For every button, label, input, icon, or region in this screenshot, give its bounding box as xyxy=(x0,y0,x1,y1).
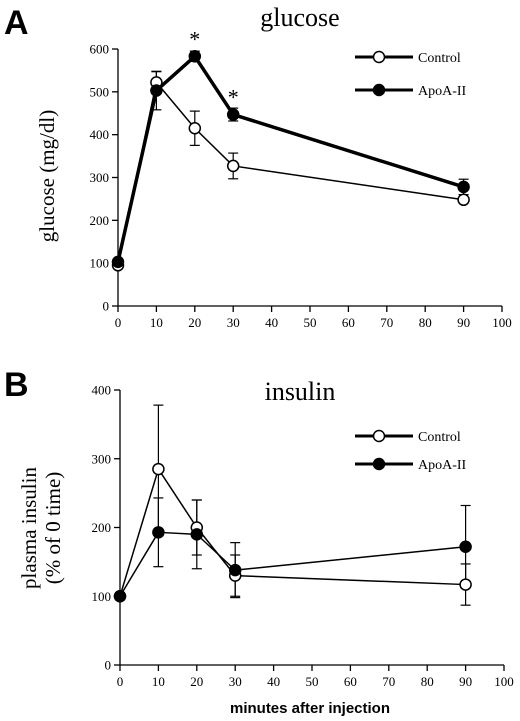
panel-a-y-tick-label: 100 xyxy=(90,256,110,271)
panel-b-x-tick-label: 100 xyxy=(494,674,514,689)
panel-a-x-tick-label: 30 xyxy=(227,315,240,330)
panel-b-x-tick-label: 40 xyxy=(267,674,280,689)
legend-label: ApoA-II xyxy=(418,84,467,99)
panel-a-x-tick-label: 80 xyxy=(419,315,432,330)
panel-a-ylabel: glucose (mg/dl) xyxy=(35,110,59,242)
panel-a-significance-annotation: * xyxy=(189,26,200,51)
panel-a-x-tick-label: 20 xyxy=(188,315,201,330)
legend-marker xyxy=(372,83,386,97)
legend-label: Control xyxy=(418,430,461,445)
panel-b-control-point xyxy=(152,462,165,476)
panel-a-legend-control: Control xyxy=(355,50,461,66)
panel-a-control-point xyxy=(226,159,240,173)
panel-b-x-tick-label: 0 xyxy=(117,674,124,689)
panel-b-apoa-ii-point xyxy=(113,590,127,603)
panel-a-y-tick-label: 600 xyxy=(90,42,110,57)
panel-a-control-point xyxy=(188,121,202,135)
panel-a-y-tick-label: 300 xyxy=(90,170,110,185)
panel-b-y-tick-label: 100 xyxy=(92,589,112,604)
panel-b-plot: 0 100 200 300 400 0 10 20 30 40 50 60 70 80 90 100 Contr… xyxy=(92,383,514,690)
panel-a-x-tick-label: 0 xyxy=(115,315,122,330)
panel-a-y-tick-label: 200 xyxy=(90,213,110,228)
panel-b-letter: B xyxy=(4,366,29,404)
legend-marker xyxy=(372,457,386,471)
panel-b-x-tick-label: 30 xyxy=(229,674,242,689)
panel-b-apoa-ii-point xyxy=(459,540,472,553)
panel-a-x-tick-label: 50 xyxy=(304,315,317,330)
legend-label: Control xyxy=(418,51,461,66)
panel-b-y-tick-label: 400 xyxy=(92,383,112,398)
panel-a-x-tick-label: 70 xyxy=(380,315,393,330)
panel-a-y-tick-label: 500 xyxy=(90,84,110,99)
panel-a-y-tick-label: 400 xyxy=(90,127,110,142)
panel-a-apoa-ii-point xyxy=(111,255,125,269)
panel-b-x-tick-label: 80 xyxy=(421,674,434,689)
panel-a-apoa-ii-point xyxy=(188,50,202,63)
legend-marker xyxy=(372,429,386,443)
panel-a-y-tick-label: 0 xyxy=(103,299,110,314)
panel-b-x-tick-label: 20 xyxy=(190,674,203,689)
panel-b-control-point xyxy=(459,578,472,591)
panel-a-plot: 0 100 200 300 400 500 600 0 10 20 30 40 50 60 70 80 90 10… xyxy=(90,26,512,330)
panel-a-significance-annotation: * xyxy=(228,85,239,110)
panel-a-series-apoa-ii-line xyxy=(116,54,465,263)
panel-b-x-tick-label: 90 xyxy=(459,674,472,689)
legend-label: ApoA-II xyxy=(418,458,467,473)
panel-b-apoa-ii-point xyxy=(152,526,165,539)
panel-b-apoa-ii-point xyxy=(228,563,242,577)
panel-b-y-tick-label: 0 xyxy=(105,658,112,673)
panel-a-letter: A xyxy=(4,4,29,42)
panel-a-title: glucose xyxy=(260,3,339,32)
panel-b-legend-apoa-ii: ApoA-II xyxy=(355,457,467,473)
panel-a-control-point xyxy=(457,193,470,207)
panel-a-x-tick-label: 100 xyxy=(492,315,512,330)
panel-b-xlabel: minutes after injection xyxy=(230,700,390,717)
panel-a-apoa-ii-point xyxy=(150,84,163,97)
panel-a-x-tick-label: 10 xyxy=(150,315,163,330)
panel-a-x-tick-label: 90 xyxy=(457,315,470,330)
panel-a-x-tick-label: 60 xyxy=(342,315,355,330)
panel-a-apoa-ii-point xyxy=(457,180,470,194)
panel-b-ylabel-line2: (% of 0 time) xyxy=(41,472,65,585)
panel-b-x-tick-label: 50 xyxy=(306,674,319,689)
panel-b-y-tick-label: 200 xyxy=(92,520,112,535)
panel-a-legend-apoa-ii: ApoA-II xyxy=(355,83,467,99)
panel-b-x-tick-label: 70 xyxy=(382,674,395,689)
legend-marker xyxy=(372,50,386,64)
panel-b-title: insulin xyxy=(265,377,336,406)
panel-b-y-tick-label: 300 xyxy=(92,451,112,466)
panel-a-series-control-line xyxy=(117,81,464,266)
panel-b-legend-control: Control xyxy=(355,429,461,445)
panel-b-x-tick-label: 60 xyxy=(344,674,357,689)
panel-b-ylabel-line1: plasma insulin xyxy=(17,467,41,589)
panel-a-x-tick-label: 40 xyxy=(265,315,278,330)
panel-b-series-apoa-ii-line xyxy=(119,531,466,597)
panel-a-apoa-ii-point xyxy=(226,108,240,121)
panel-b-x-tick-label: 10 xyxy=(152,674,165,689)
panel-b-apoa-ii-point xyxy=(190,528,204,541)
